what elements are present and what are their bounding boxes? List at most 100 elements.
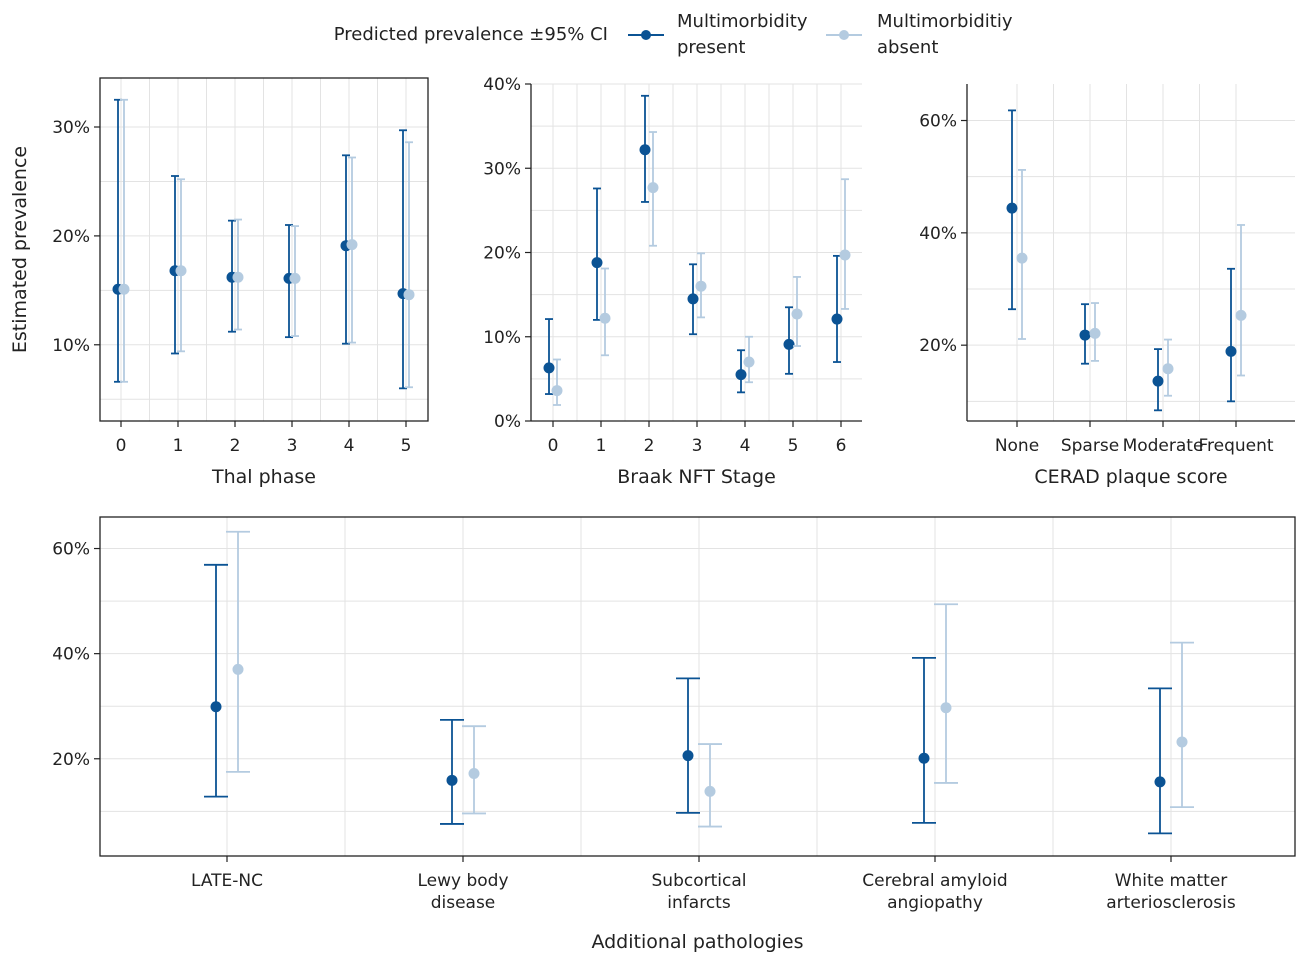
x-tick-label-line: LATE-NC bbox=[191, 871, 263, 891]
x-tick-label: 5 bbox=[401, 436, 412, 456]
x-tick-label-line: 1 bbox=[173, 436, 184, 456]
x-tick-label: 3 bbox=[692, 436, 703, 456]
x-tick-label-line: None bbox=[995, 436, 1039, 456]
y-axis-title: Estimated prevalence bbox=[9, 146, 31, 353]
gridlines bbox=[531, 83, 862, 422]
x-axis-title: Thal phase bbox=[211, 466, 316, 488]
y-tick-label: 60% bbox=[919, 112, 957, 132]
x-tick-label-line: 2 bbox=[230, 436, 241, 456]
point-absent bbox=[289, 272, 301, 284]
y-tick-label: 30% bbox=[52, 118, 90, 138]
y-tick-label: 60% bbox=[52, 540, 90, 560]
x-tick-label: 4 bbox=[344, 436, 355, 456]
panel-braak: 0% 10% 20% 30% 40% 0 1 2 3 4 5 6 Braak NFT Stage bbox=[483, 75, 862, 488]
series-absent bbox=[551, 131, 851, 406]
x-tick-label-line: 3 bbox=[692, 436, 703, 456]
x-tick-label-line: Moderate bbox=[1123, 436, 1204, 456]
point-present bbox=[1152, 375, 1164, 387]
y-tick-label: 10% bbox=[52, 336, 90, 356]
x-tick-label: Lewy body disease bbox=[417, 871, 508, 913]
point-absent bbox=[791, 308, 803, 320]
legend-absent-label-1: Multimorbiditiy bbox=[877, 11, 1013, 32]
legend-absent-marker bbox=[839, 30, 849, 40]
series-absent bbox=[118, 98, 415, 389]
x-tick-label: 1 bbox=[173, 436, 184, 456]
gridlines bbox=[967, 84, 1295, 421]
panel-additional: 20% 40% 60% LATE-NC Lewy body disease Subcorti… bbox=[52, 516, 1296, 953]
point-present bbox=[918, 752, 930, 764]
x-axis-title: Additional pathologies bbox=[591, 931, 803, 953]
point-absent bbox=[1089, 327, 1101, 339]
point-present bbox=[687, 293, 699, 305]
x-tick-label-line: Lewy body bbox=[417, 871, 508, 891]
x-tick-label: 5 bbox=[788, 436, 799, 456]
x-tick-label: 2 bbox=[644, 436, 655, 456]
x-axis-title: CERAD plaque score bbox=[1034, 466, 1227, 488]
x-tick-label-line: 4 bbox=[740, 436, 751, 456]
x-tick-label-line: 0 bbox=[548, 436, 559, 456]
x-tick-label-line: 4 bbox=[344, 436, 355, 456]
point-absent bbox=[232, 271, 244, 283]
point-absent bbox=[468, 767, 480, 779]
series-present bbox=[1006, 109, 1237, 412]
x-tick-label: 2 bbox=[230, 436, 241, 456]
point-present bbox=[210, 701, 222, 713]
x-tick-label-line: disease bbox=[431, 893, 496, 913]
point-absent bbox=[695, 280, 707, 292]
x-tick-label: Sparse bbox=[1061, 436, 1119, 456]
point-absent bbox=[1235, 309, 1247, 321]
legend-present-marker bbox=[641, 30, 651, 40]
x-tick-label-line: Subcortical bbox=[652, 871, 747, 891]
x-tick-label: White matter arteriosclerosis bbox=[1106, 871, 1236, 913]
point-absent bbox=[1016, 252, 1028, 264]
point-absent bbox=[599, 312, 611, 324]
x-tick-label: Cerebral amyloid angiopathy bbox=[862, 871, 1007, 913]
x-tick-label-line: 3 bbox=[287, 436, 298, 456]
point-absent bbox=[232, 663, 244, 675]
x-tick-label: None bbox=[995, 436, 1039, 456]
point-absent bbox=[175, 265, 187, 277]
point-absent bbox=[940, 702, 952, 714]
point-absent bbox=[743, 356, 755, 368]
x-tick-label-line: White matter bbox=[1115, 871, 1228, 891]
point-present bbox=[831, 313, 843, 325]
x-tick-label-line: 6 bbox=[836, 436, 847, 456]
x-tick-label: 0 bbox=[116, 436, 127, 456]
point-present bbox=[543, 362, 555, 374]
point-present bbox=[735, 369, 747, 381]
panel-frame bbox=[99, 77, 429, 422]
x-tick-label: 4 bbox=[740, 436, 751, 456]
series-absent bbox=[226, 530, 1194, 828]
point-absent bbox=[346, 239, 358, 251]
x-tick-label-line: 5 bbox=[401, 436, 412, 456]
point-absent bbox=[1176, 736, 1188, 748]
x-tick-label-line: 1 bbox=[596, 436, 607, 456]
series-absent bbox=[1016, 169, 1247, 397]
y-tick-label: 0% bbox=[494, 412, 521, 432]
point-present bbox=[682, 750, 694, 762]
x-tick-label: Moderate bbox=[1123, 436, 1204, 456]
point-present bbox=[1154, 776, 1166, 788]
legend-absent-label-2: absent bbox=[877, 37, 938, 58]
legend: Predicted prevalence ±95% CI Multimorbid… bbox=[334, 11, 1013, 58]
x-tick-label-line: Frequent bbox=[1198, 436, 1273, 456]
x-tick-label: Subcortical infarcts bbox=[652, 871, 747, 913]
y-tick-label: 20% bbox=[919, 336, 957, 356]
series-present bbox=[204, 563, 1172, 835]
gridlines bbox=[100, 517, 1295, 856]
gridlines bbox=[100, 78, 428, 421]
panel-frame bbox=[99, 516, 1296, 857]
y-tick-label: 20% bbox=[483, 244, 521, 264]
point-present bbox=[446, 774, 458, 786]
point-absent bbox=[647, 182, 659, 194]
x-tick-label: Frequent bbox=[1198, 436, 1273, 456]
point-present bbox=[1079, 329, 1091, 341]
y-tick-label: 20% bbox=[52, 750, 90, 770]
panel-thal: 10% 20% 30% 0 1 2 3 4 5 Thal phase Estimated preva… bbox=[9, 77, 429, 488]
point-present bbox=[783, 338, 795, 350]
legend-title: Predicted prevalence ±95% CI bbox=[334, 24, 608, 45]
x-tick-label-line: 2 bbox=[644, 436, 655, 456]
x-tick-label: 0 bbox=[548, 436, 559, 456]
